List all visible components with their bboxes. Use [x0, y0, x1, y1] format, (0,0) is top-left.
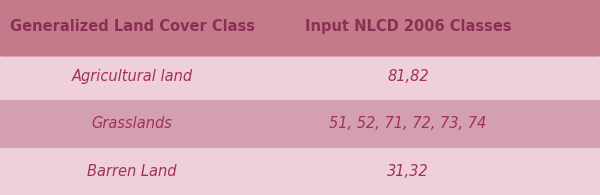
Text: 31,32: 31,32 [387, 164, 429, 179]
Bar [0, 100, 600, 148]
Bar [0, 148, 600, 195]
Text: Generalized Land Cover Class: Generalized Land Cover Class [10, 19, 254, 34]
Text: Grasslands: Grasslands [92, 116, 172, 131]
Text: 51, 52, 71, 72, 73, 74: 51, 52, 71, 72, 73, 74 [329, 116, 487, 131]
FancyBboxPatch shape [0, 0, 600, 57]
Bar [0, 53, 600, 100]
Text: Agricultural land: Agricultural land [71, 69, 193, 84]
Text: 81,82: 81,82 [387, 69, 429, 84]
Text: Barren Land: Barren Land [87, 164, 177, 179]
Text: Input NLCD 2006 Classes: Input NLCD 2006 Classes [305, 19, 511, 34]
